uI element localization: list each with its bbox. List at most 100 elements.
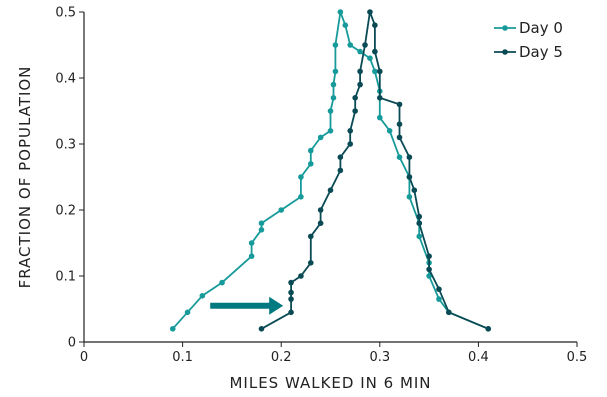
data-point [337, 167, 344, 174]
y-tick-label: 0.3 [55, 138, 76, 153]
data-point [258, 227, 265, 233]
legend-item: Day 0 [494, 19, 563, 37]
data-point [327, 187, 334, 193]
legend: Day 0 Day 5 [494, 19, 563, 61]
annotation-layer [210, 296, 284, 315]
y-tick-label: 0.2 [55, 204, 76, 219]
series-line [261, 11, 489, 330]
data-point [352, 108, 358, 114]
x-tick-label: 0.4 [468, 350, 489, 365]
data-point [377, 114, 383, 121]
data-point [396, 121, 403, 127]
legend-item: Day 5 [494, 43, 563, 61]
x-tick-label: 0 [80, 350, 88, 365]
data-point [396, 134, 403, 141]
data-point [288, 296, 294, 302]
data-point [416, 233, 423, 240]
data-point [307, 233, 314, 240]
y-tick-label: 0.1 [55, 270, 76, 285]
data-point [357, 48, 363, 55]
arrow-head [269, 296, 284, 315]
data-point [298, 273, 304, 279]
series-layer [169, 9, 492, 332]
data-point [372, 68, 378, 75]
legend-marker [502, 49, 508, 55]
data-point [258, 326, 265, 332]
y-axis-label: FRACTION OF POPULATION [16, 66, 34, 289]
data-point [416, 220, 423, 226]
data-point [317, 134, 324, 141]
x-tick-label: 0.2 [271, 350, 292, 365]
data-point [278, 207, 285, 213]
data-point [436, 286, 442, 293]
data-point [377, 68, 383, 75]
data-point [317, 207, 324, 213]
data-point [307, 161, 314, 167]
data-point [426, 273, 432, 279]
data-point [327, 108, 334, 114]
y-tick-label: 0.4 [55, 72, 76, 87]
y-tick-label: 0 [68, 336, 76, 351]
data-point [386, 128, 393, 134]
data-point [446, 309, 452, 316]
data-point [367, 9, 373, 15]
x-tick-label: 0.1 [172, 350, 193, 365]
data-point [406, 194, 413, 200]
data-point [372, 22, 378, 29]
tick-labels: 0 0.1 0.2 0.3 0.4 0.5 0 0.1 0.2 0.3 0.4 0.5 [55, 6, 587, 366]
data-point [396, 101, 403, 108]
data-point [332, 68, 339, 75]
axes [83, 12, 577, 343]
data-point [307, 260, 314, 266]
series-1 [258, 9, 492, 332]
data-point [288, 289, 294, 296]
x-tick-label: 0.3 [369, 350, 390, 365]
data-point [258, 220, 265, 226]
data-point [248, 240, 255, 246]
data-point [357, 81, 363, 88]
data-point [357, 68, 363, 75]
data-point [347, 42, 354, 48]
x-tick-label: 0.5 [567, 350, 588, 365]
data-point [327, 128, 334, 134]
series-0 [169, 9, 492, 332]
data-point [372, 48, 378, 55]
x-axis-label: MILES WALKED IN 6 MIN [229, 374, 431, 392]
legend-marker [502, 25, 508, 31]
data-point [377, 95, 383, 101]
data-point [367, 55, 373, 61]
data-point [330, 81, 337, 88]
data-point [298, 194, 304, 200]
data-point [411, 187, 418, 193]
data-point [352, 95, 358, 101]
y-tick-label: 0.5 [55, 6, 76, 21]
data-point [307, 147, 314, 154]
data-point [485, 326, 492, 332]
data-point [347, 128, 354, 134]
data-point [169, 326, 176, 332]
data-point [317, 220, 324, 226]
data-point [416, 213, 423, 220]
data-point [288, 279, 294, 286]
data-point [199, 293, 206, 299]
data-point [184, 309, 191, 316]
data-point [330, 95, 337, 101]
data-point [347, 141, 354, 147]
data-point [337, 154, 344, 160]
legend-label: Day 5 [519, 43, 563, 61]
data-point [436, 296, 442, 302]
data-point [332, 42, 339, 48]
data-point [396, 154, 403, 160]
data-point [288, 309, 294, 316]
data-point [426, 266, 432, 273]
data-point [406, 154, 413, 160]
data-point [337, 9, 344, 15]
legend-label: Day 0 [519, 19, 563, 37]
data-point [406, 174, 413, 180]
data-point [426, 253, 432, 259]
data-point [362, 42, 368, 48]
data-point [219, 279, 225, 286]
data-point [342, 22, 349, 29]
data-point [248, 253, 255, 259]
